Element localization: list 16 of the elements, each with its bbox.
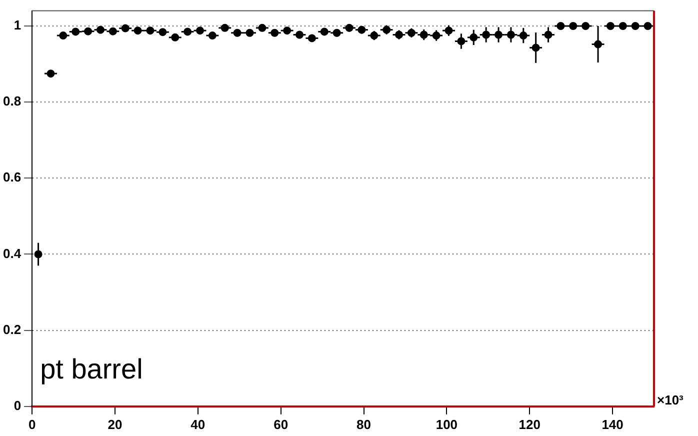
y-tick-label: 0.4 bbox=[2, 246, 22, 261]
y-tick-label: 1 bbox=[14, 18, 22, 33]
x-tick-label: 140 bbox=[602, 416, 624, 432]
y-tick-label: 0.2 bbox=[2, 322, 22, 337]
x-tick-label: 80 bbox=[356, 416, 371, 432]
y-tick-label: 0.6 bbox=[2, 170, 22, 185]
x-axis-title: ×10³ bbox=[657, 392, 684, 408]
x-tick-label: 20 bbox=[108, 416, 122, 432]
x-tick-label: 0 bbox=[28, 416, 36, 432]
annotation: pt barrel bbox=[40, 353, 143, 384]
y-tick-label: 0.8 bbox=[2, 94, 22, 109]
x-tick-label: 40 bbox=[190, 416, 206, 432]
x-tick-label: 60 bbox=[274, 416, 288, 432]
x-tick-label: 120 bbox=[518, 416, 540, 432]
y-tick-label: 0 bbox=[14, 398, 22, 413]
x-tick-label: 100 bbox=[436, 416, 458, 432]
